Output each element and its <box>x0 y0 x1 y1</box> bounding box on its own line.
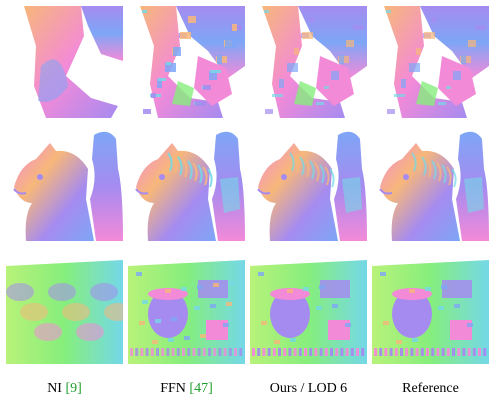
robot-legs-rendering <box>24 6 123 118</box>
column-reference <box>372 6 489 364</box>
panel-horse-statue-ffn <box>128 129 245 241</box>
column-ni <box>6 6 123 364</box>
panel-gear-machine-ffn <box>128 252 245 364</box>
panel-robot-legs-reference <box>372 6 489 118</box>
caption-ffn-label: FFN <box>160 381 186 396</box>
caption-ni: NI [9] <box>6 381 123 397</box>
panel-horse-statue-ni <box>6 129 123 241</box>
caption-ours-label: Ours / LOD 6 <box>269 381 348 396</box>
panel-robot-legs-ffn <box>128 6 245 118</box>
panel-robot-legs-ours <box>250 6 367 118</box>
caption-reference: Reference <box>372 381 489 397</box>
robot-legs-rendering <box>140 6 245 118</box>
horse-statue-rendering <box>379 131 489 241</box>
caption-ni-label: NI <box>47 381 62 396</box>
panel-robot-legs-ni <box>6 6 123 118</box>
robot-legs-rendering <box>262 6 367 118</box>
panel-horse-statue-reference <box>372 129 489 241</box>
column-ours <box>250 6 367 364</box>
caption-reference-label: Reference <box>402 381 459 396</box>
caption-ours: Ours / LOD 6 <box>250 381 367 397</box>
horse-statue-rendering <box>257 131 367 241</box>
robot-legs-rendering <box>384 6 489 118</box>
gear-machine-rendering <box>250 252 367 364</box>
horse-statue-rendering <box>135 131 245 241</box>
panel-gear-machine-reference <box>372 252 489 364</box>
panel-gear-machine-ours <box>250 252 367 364</box>
caption-ffn-citation[interactable]: [47] <box>189 381 213 396</box>
gear-machine-rendering <box>128 252 245 364</box>
horse-statue-rendering <box>13 131 123 241</box>
caption-ffn: FFN [47] <box>128 381 245 397</box>
gear-machine-rendering <box>6 252 123 364</box>
caption-ni-citation[interactable]: [9] <box>65 381 82 396</box>
column-ffn <box>128 6 245 364</box>
panel-gear-machine-ni <box>6 252 123 364</box>
panel-horse-statue-ours <box>250 129 367 241</box>
gear-machine-rendering <box>372 252 489 364</box>
